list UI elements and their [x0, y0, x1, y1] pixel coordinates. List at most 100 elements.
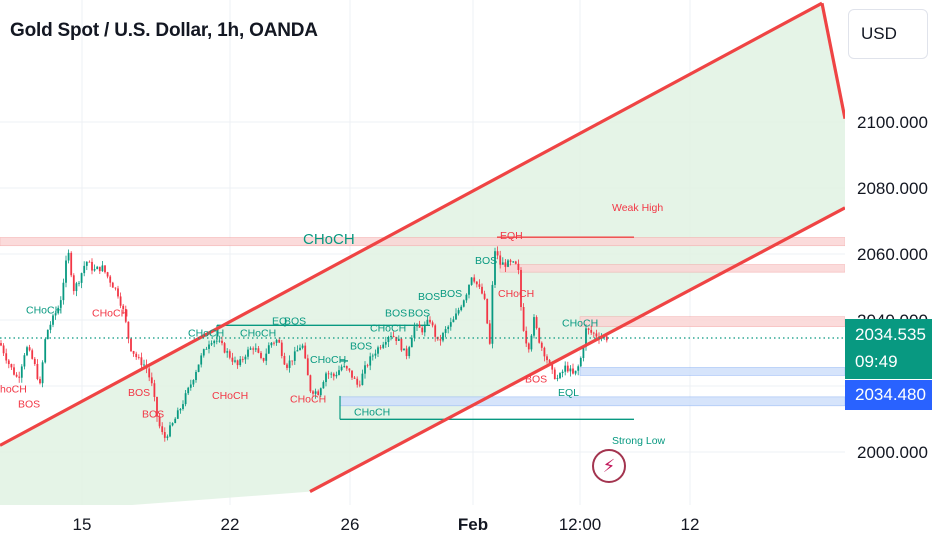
candle-body	[605, 336, 608, 341]
candle-body	[153, 383, 156, 397]
structure-label: hoCH	[0, 384, 27, 396]
structure-label: Strong Low	[612, 435, 666, 447]
candle-body	[124, 309, 127, 322]
candle-body	[384, 342, 387, 345]
candle-body	[494, 251, 496, 285]
candle-body	[327, 373, 330, 375]
candle-body	[78, 282, 80, 284]
time-tick-label: 12	[681, 515, 700, 534]
candle-body	[312, 391, 314, 394]
candle-body	[574, 370, 577, 374]
candle-body	[104, 265, 106, 273]
candle-body	[348, 368, 351, 371]
price-axis-bg	[845, 0, 932, 550]
candle-body	[70, 252, 73, 276]
candle-body	[335, 374, 338, 377]
price-tick-label: 2100.000	[857, 113, 928, 132]
candle-body	[195, 371, 197, 381]
candle-body	[361, 373, 364, 386]
candle-body	[169, 425, 171, 437]
candle-body	[572, 368, 574, 374]
candle-body	[306, 358, 309, 376]
candle-body	[527, 343, 530, 350]
candle-body	[114, 287, 117, 289]
candle-body	[179, 408, 182, 411]
candle-body	[533, 317, 535, 336]
candle-body	[119, 296, 122, 306]
candle-body	[431, 322, 434, 326]
candle-body	[231, 357, 234, 362]
time-tick-label: 15	[73, 515, 92, 534]
candle-body	[569, 368, 572, 372]
candle-body	[257, 348, 260, 353]
channel-fill	[0, 3, 845, 515]
candle-body	[319, 388, 322, 396]
structure-label: BOS	[475, 255, 497, 267]
candle-body	[496, 251, 499, 256]
marker-price: 2034.480	[855, 385, 926, 404]
bar-countdown: 09:49	[855, 352, 898, 371]
candle-body	[478, 284, 481, 287]
candle-body	[49, 324, 52, 330]
candle-body	[442, 332, 444, 341]
demand-zone	[579, 367, 846, 376]
candle-body	[117, 288, 119, 297]
candle-body	[52, 315, 54, 325]
candle-body	[189, 384, 192, 388]
structure-label: CHoCH	[562, 318, 598, 330]
structure-label: BOS	[18, 398, 40, 410]
candle-body	[192, 380, 195, 385]
candle-body	[288, 360, 291, 368]
demand-zone	[339, 396, 846, 407]
currency-selector[interactable]: USD	[848, 9, 928, 59]
candle-body	[33, 358, 36, 364]
symbol-title[interactable]: Gold Spot / U.S. Dollar, 1h, OANDA	[10, 20, 318, 41]
candle-body	[460, 306, 463, 311]
candle-body	[228, 351, 231, 358]
candle-body	[512, 261, 515, 263]
candle-body	[46, 329, 49, 340]
candle-body	[23, 355, 26, 367]
candle-body	[387, 337, 390, 343]
candle-body	[15, 374, 18, 377]
candle-body	[358, 384, 361, 386]
candle-body	[410, 337, 413, 348]
time-tick-label: 12:00	[559, 515, 602, 534]
candle-body	[520, 269, 522, 308]
candle-body	[405, 348, 408, 357]
candle-body	[171, 423, 174, 426]
candle-body	[509, 260, 512, 262]
candle-body	[197, 364, 200, 372]
candle-body	[236, 360, 239, 366]
candle-body	[507, 260, 509, 267]
structure-label: BOS	[418, 291, 440, 303]
candle-body	[525, 330, 528, 344]
candle-body	[475, 281, 478, 285]
candle-body	[88, 261, 91, 263]
lightning-icon[interactable]: ⚡	[592, 449, 626, 483]
candle-body	[416, 324, 418, 327]
candle-body	[408, 347, 411, 357]
channel-lower-line	[309, 206, 846, 494]
candle-body	[262, 358, 265, 361]
candle-body	[150, 377, 153, 384]
structure-label: EQ	[272, 316, 287, 328]
candle-body	[122, 305, 125, 310]
candle-body	[364, 365, 366, 374]
candle-body	[252, 348, 255, 350]
candle-body	[10, 364, 13, 368]
channel-edge-line	[820, 2, 847, 120]
price-tick-label: 2080.000	[857, 179, 928, 198]
candle-body	[176, 410, 179, 419]
structure-label: BOS	[385, 308, 407, 320]
candle-body	[530, 335, 533, 350]
candle-body	[343, 365, 346, 367]
candle-body	[447, 326, 450, 330]
time-axis-bg	[0, 505, 932, 550]
candle-body	[20, 366, 23, 378]
current-price: 2034.535	[855, 325, 926, 344]
candle-body	[39, 379, 41, 384]
candle-body	[455, 313, 457, 320]
candle-body	[265, 353, 268, 361]
